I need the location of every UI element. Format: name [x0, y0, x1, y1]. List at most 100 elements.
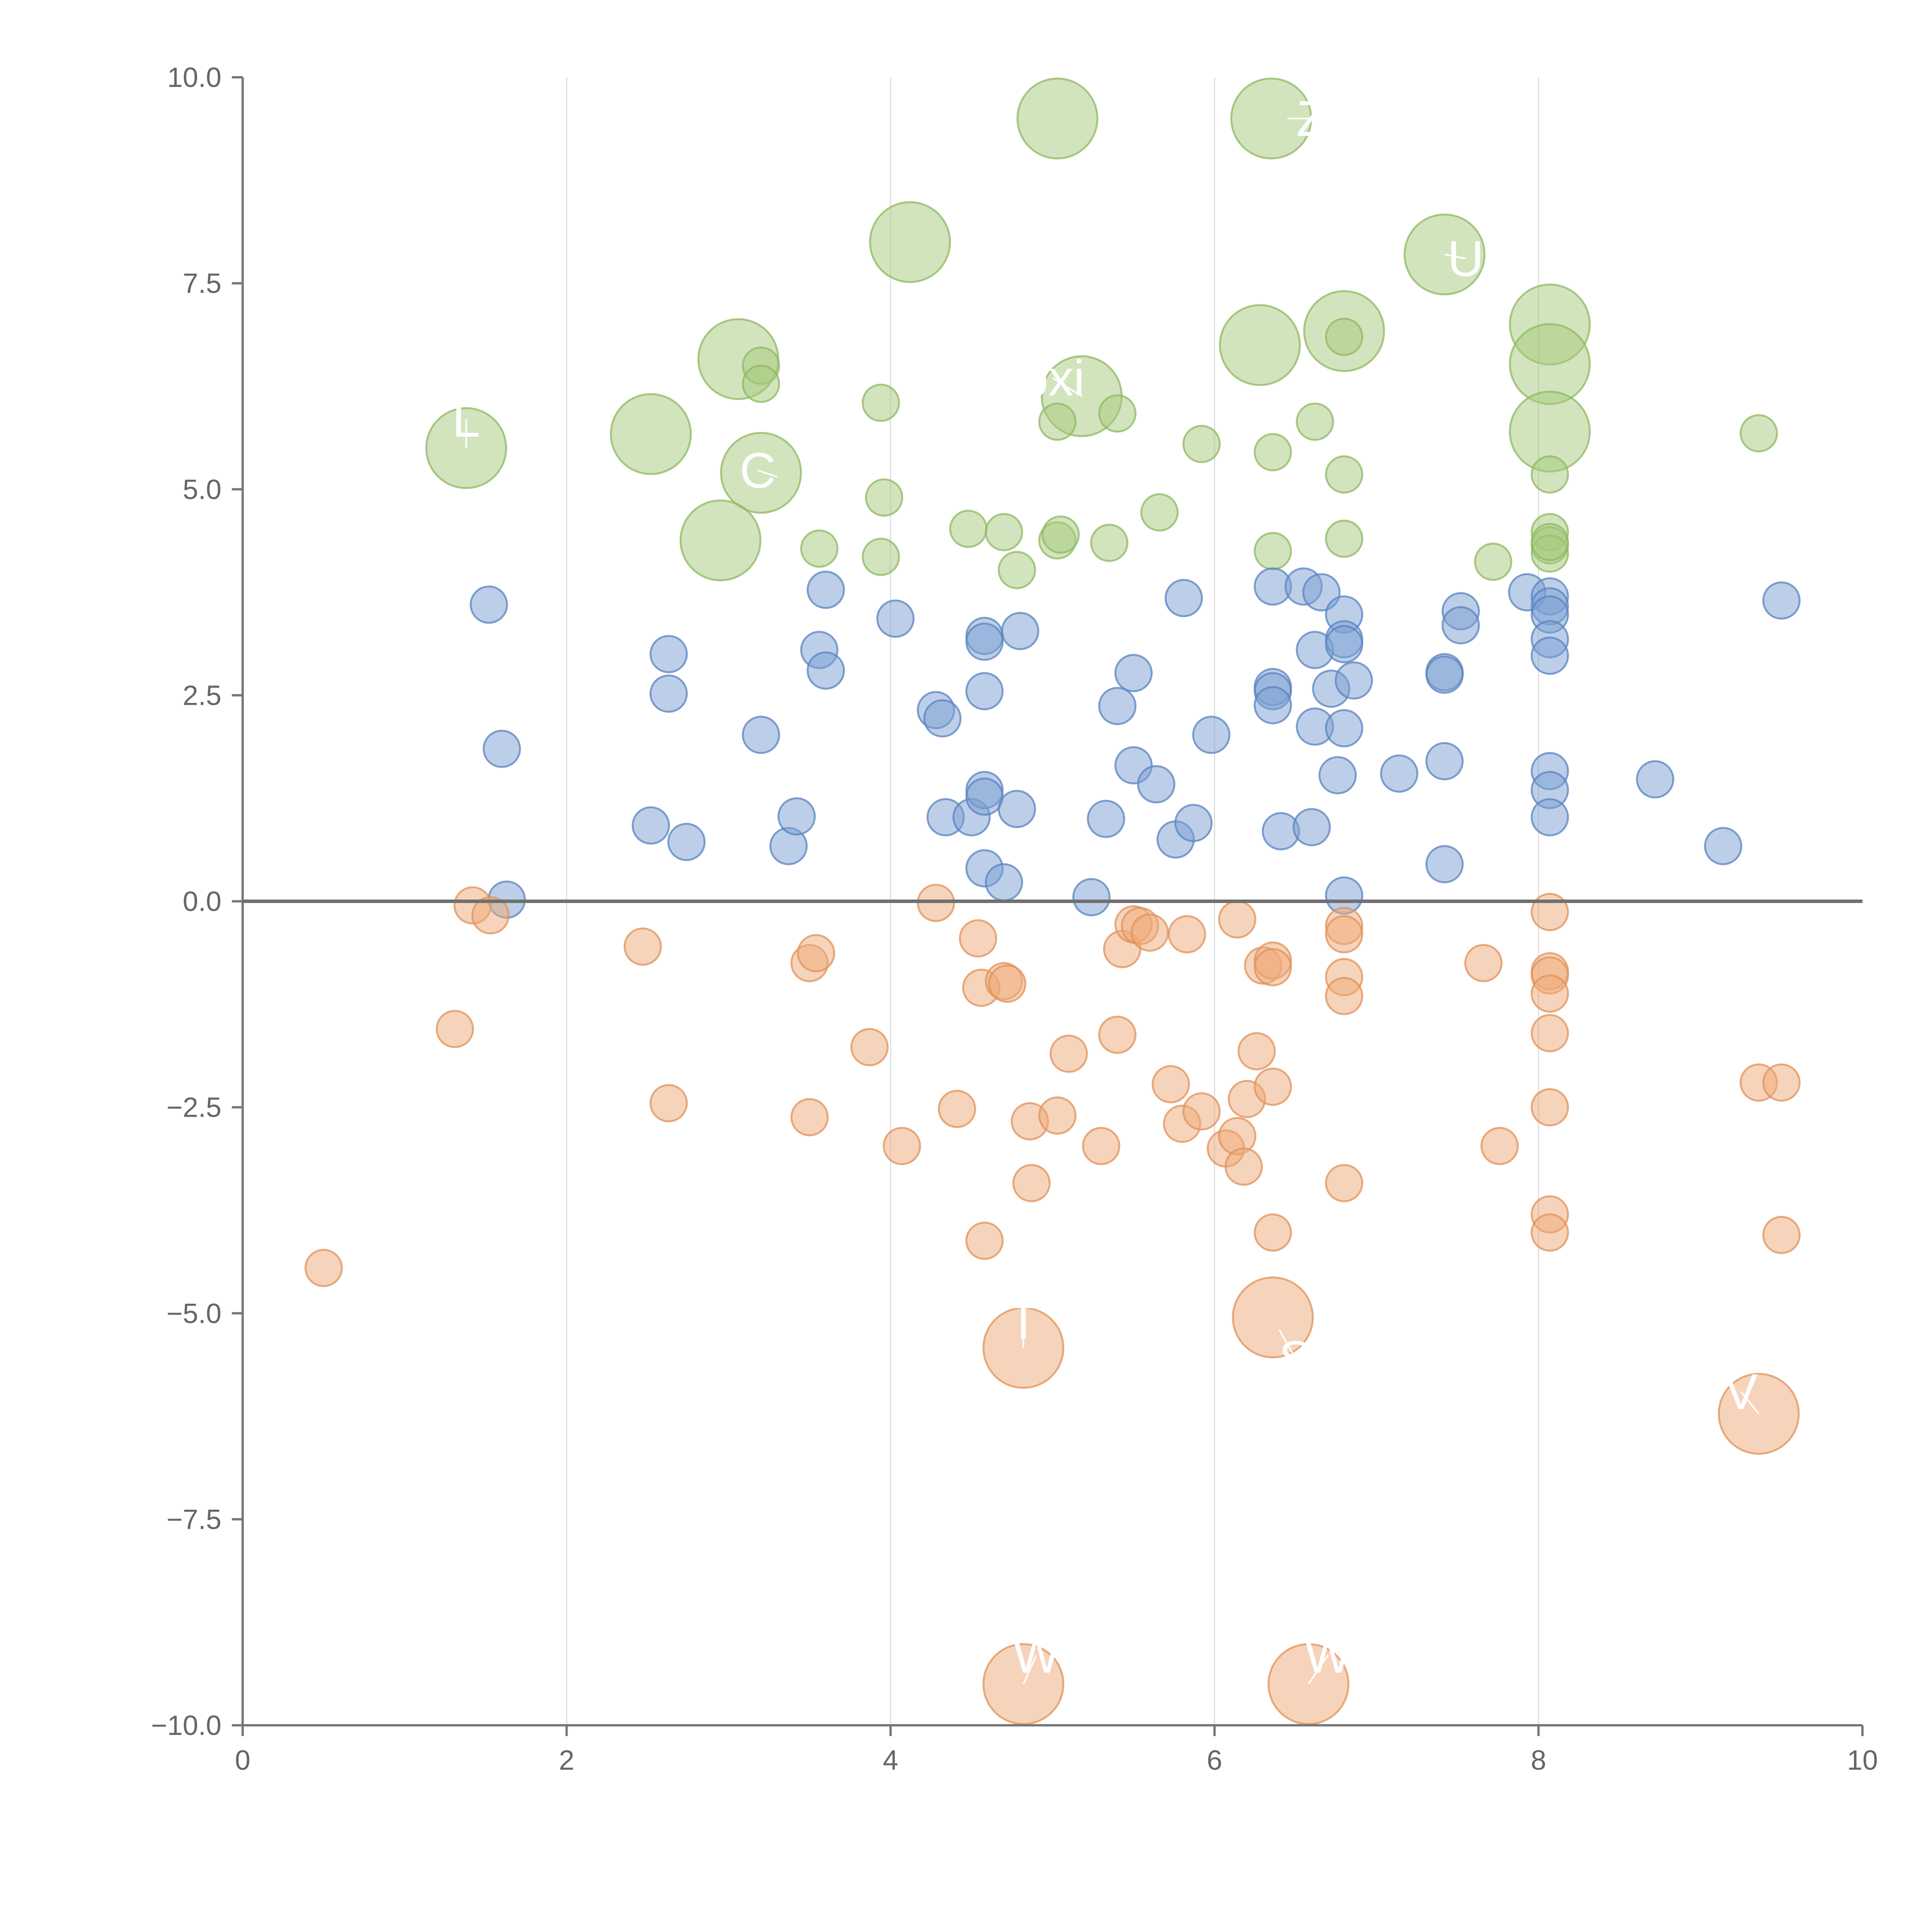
annotation-label: V — [1724, 1363, 1758, 1420]
y-tick-label: 0.0 — [183, 886, 221, 917]
x-tick-label: 0 — [235, 1745, 250, 1776]
orange-bubble — [1182, 1092, 1221, 1131]
blue-bubble — [998, 790, 1036, 828]
annotation-label: S — [1279, 1330, 1312, 1387]
blue-bubble — [965, 672, 1004, 711]
y-tick-label: −5.0 — [167, 1298, 221, 1329]
blue-bubble — [1531, 798, 1569, 837]
annotation-label: C — [740, 442, 776, 498]
blue-bubble — [1380, 754, 1418, 793]
blue-bubble — [1425, 845, 1464, 884]
blue-bubble — [985, 863, 1023, 901]
blue-bubble — [1072, 878, 1111, 917]
blue-bubble — [649, 674, 688, 713]
green-bubble — [1140, 493, 1179, 532]
orange-bubble — [988, 964, 1027, 1003]
orange-bubble — [797, 934, 835, 973]
blue-bubble — [1441, 606, 1480, 645]
green-bubble — [742, 364, 780, 403]
green-bubble — [949, 510, 988, 548]
orange-bubble — [1531, 1014, 1569, 1053]
green-bubble — [1098, 394, 1137, 433]
blue-bubble — [742, 716, 780, 754]
orange-bubble — [1131, 913, 1169, 952]
orange-bubble — [1253, 1067, 1292, 1106]
orange-bubble — [471, 896, 510, 935]
blue-bubble — [806, 651, 845, 690]
green-bubble — [679, 499, 762, 582]
y-tick-label: 2.5 — [183, 680, 221, 711]
blue-bubble — [1531, 636, 1569, 675]
y-tick-label: −7.5 — [167, 1504, 221, 1535]
annotation-label: Z — [1296, 90, 1327, 147]
orange-bubble — [1762, 1216, 1801, 1254]
orange-bubble — [1151, 1065, 1190, 1104]
annotation-label: W — [1304, 1627, 1352, 1684]
blue-bubble — [876, 599, 915, 638]
green-bubble — [998, 551, 1036, 589]
orange-bubble — [1012, 1164, 1051, 1202]
green-bubble — [1474, 543, 1512, 581]
green-bubble — [1296, 402, 1334, 441]
blue-bubble — [965, 777, 1004, 816]
green-bubble — [1740, 414, 1778, 452]
orange-bubble — [1762, 1063, 1801, 1102]
blue-bubble — [1636, 760, 1674, 799]
orange-bubble — [959, 919, 997, 957]
orange-bubble — [1082, 1127, 1121, 1165]
orange-bubble — [1531, 974, 1569, 1013]
orange-bubble — [1225, 1147, 1263, 1186]
y-tick-label: 10.0 — [167, 62, 221, 93]
blue-bubble — [777, 797, 816, 836]
annotation-label: W — [1013, 1627, 1060, 1684]
blue-bubble — [649, 635, 688, 673]
orange-bubble — [850, 1028, 889, 1066]
annotation-label: T — [1008, 1293, 1039, 1350]
green-bubble — [1253, 532, 1292, 570]
blue-bubble — [1318, 756, 1357, 794]
annotation-label: bxi — [1020, 350, 1085, 406]
orange-bubble — [1168, 915, 1206, 954]
green-bubble — [720, 432, 802, 514]
blue-bubble — [1425, 742, 1464, 781]
blue-bubble — [1087, 799, 1125, 838]
orange-bubble — [790, 1098, 829, 1136]
blue-bubble — [1192, 716, 1231, 754]
blue-bubble — [631, 806, 670, 845]
green-bubble — [1253, 433, 1292, 471]
annotation-leader — [1279, 1329, 1296, 1359]
orange-bubble — [1531, 1213, 1569, 1252]
green-bubble — [1090, 524, 1129, 562]
blue-bubble — [965, 622, 1004, 661]
green-bubble — [865, 478, 903, 517]
green-bubble — [1038, 402, 1077, 441]
orange-bubble — [1325, 977, 1364, 1015]
y-tick-label: −10.0 — [151, 1710, 221, 1741]
annotation-leader — [1052, 377, 1082, 397]
y-tick-label: 7.5 — [183, 268, 221, 299]
orange-bubble — [938, 1090, 976, 1128]
green-bubble — [800, 529, 838, 568]
green-bubble — [1219, 304, 1301, 386]
blue-bubble — [483, 730, 521, 768]
green-bubble — [1325, 519, 1364, 558]
green-bubble — [869, 201, 951, 283]
green-bubble — [1325, 455, 1364, 494]
axes — [242, 77, 1862, 1726]
orange-bubble — [649, 1084, 688, 1122]
blue-bubble — [1325, 625, 1364, 663]
orange-bubble — [1237, 1032, 1276, 1071]
orange-bubble — [1531, 893, 1569, 931]
blue-bubble — [1762, 581, 1801, 620]
blue-bubble — [1001, 612, 1039, 650]
green-bubble — [610, 393, 692, 475]
x-tick-label: 10 — [1847, 1745, 1878, 1776]
orange-bubble — [435, 1010, 474, 1048]
blue-bubble — [1704, 827, 1742, 866]
orange-bubble — [304, 1248, 343, 1287]
x-tick-label: 8 — [1531, 1745, 1546, 1776]
blue-bubble — [1425, 655, 1464, 694]
